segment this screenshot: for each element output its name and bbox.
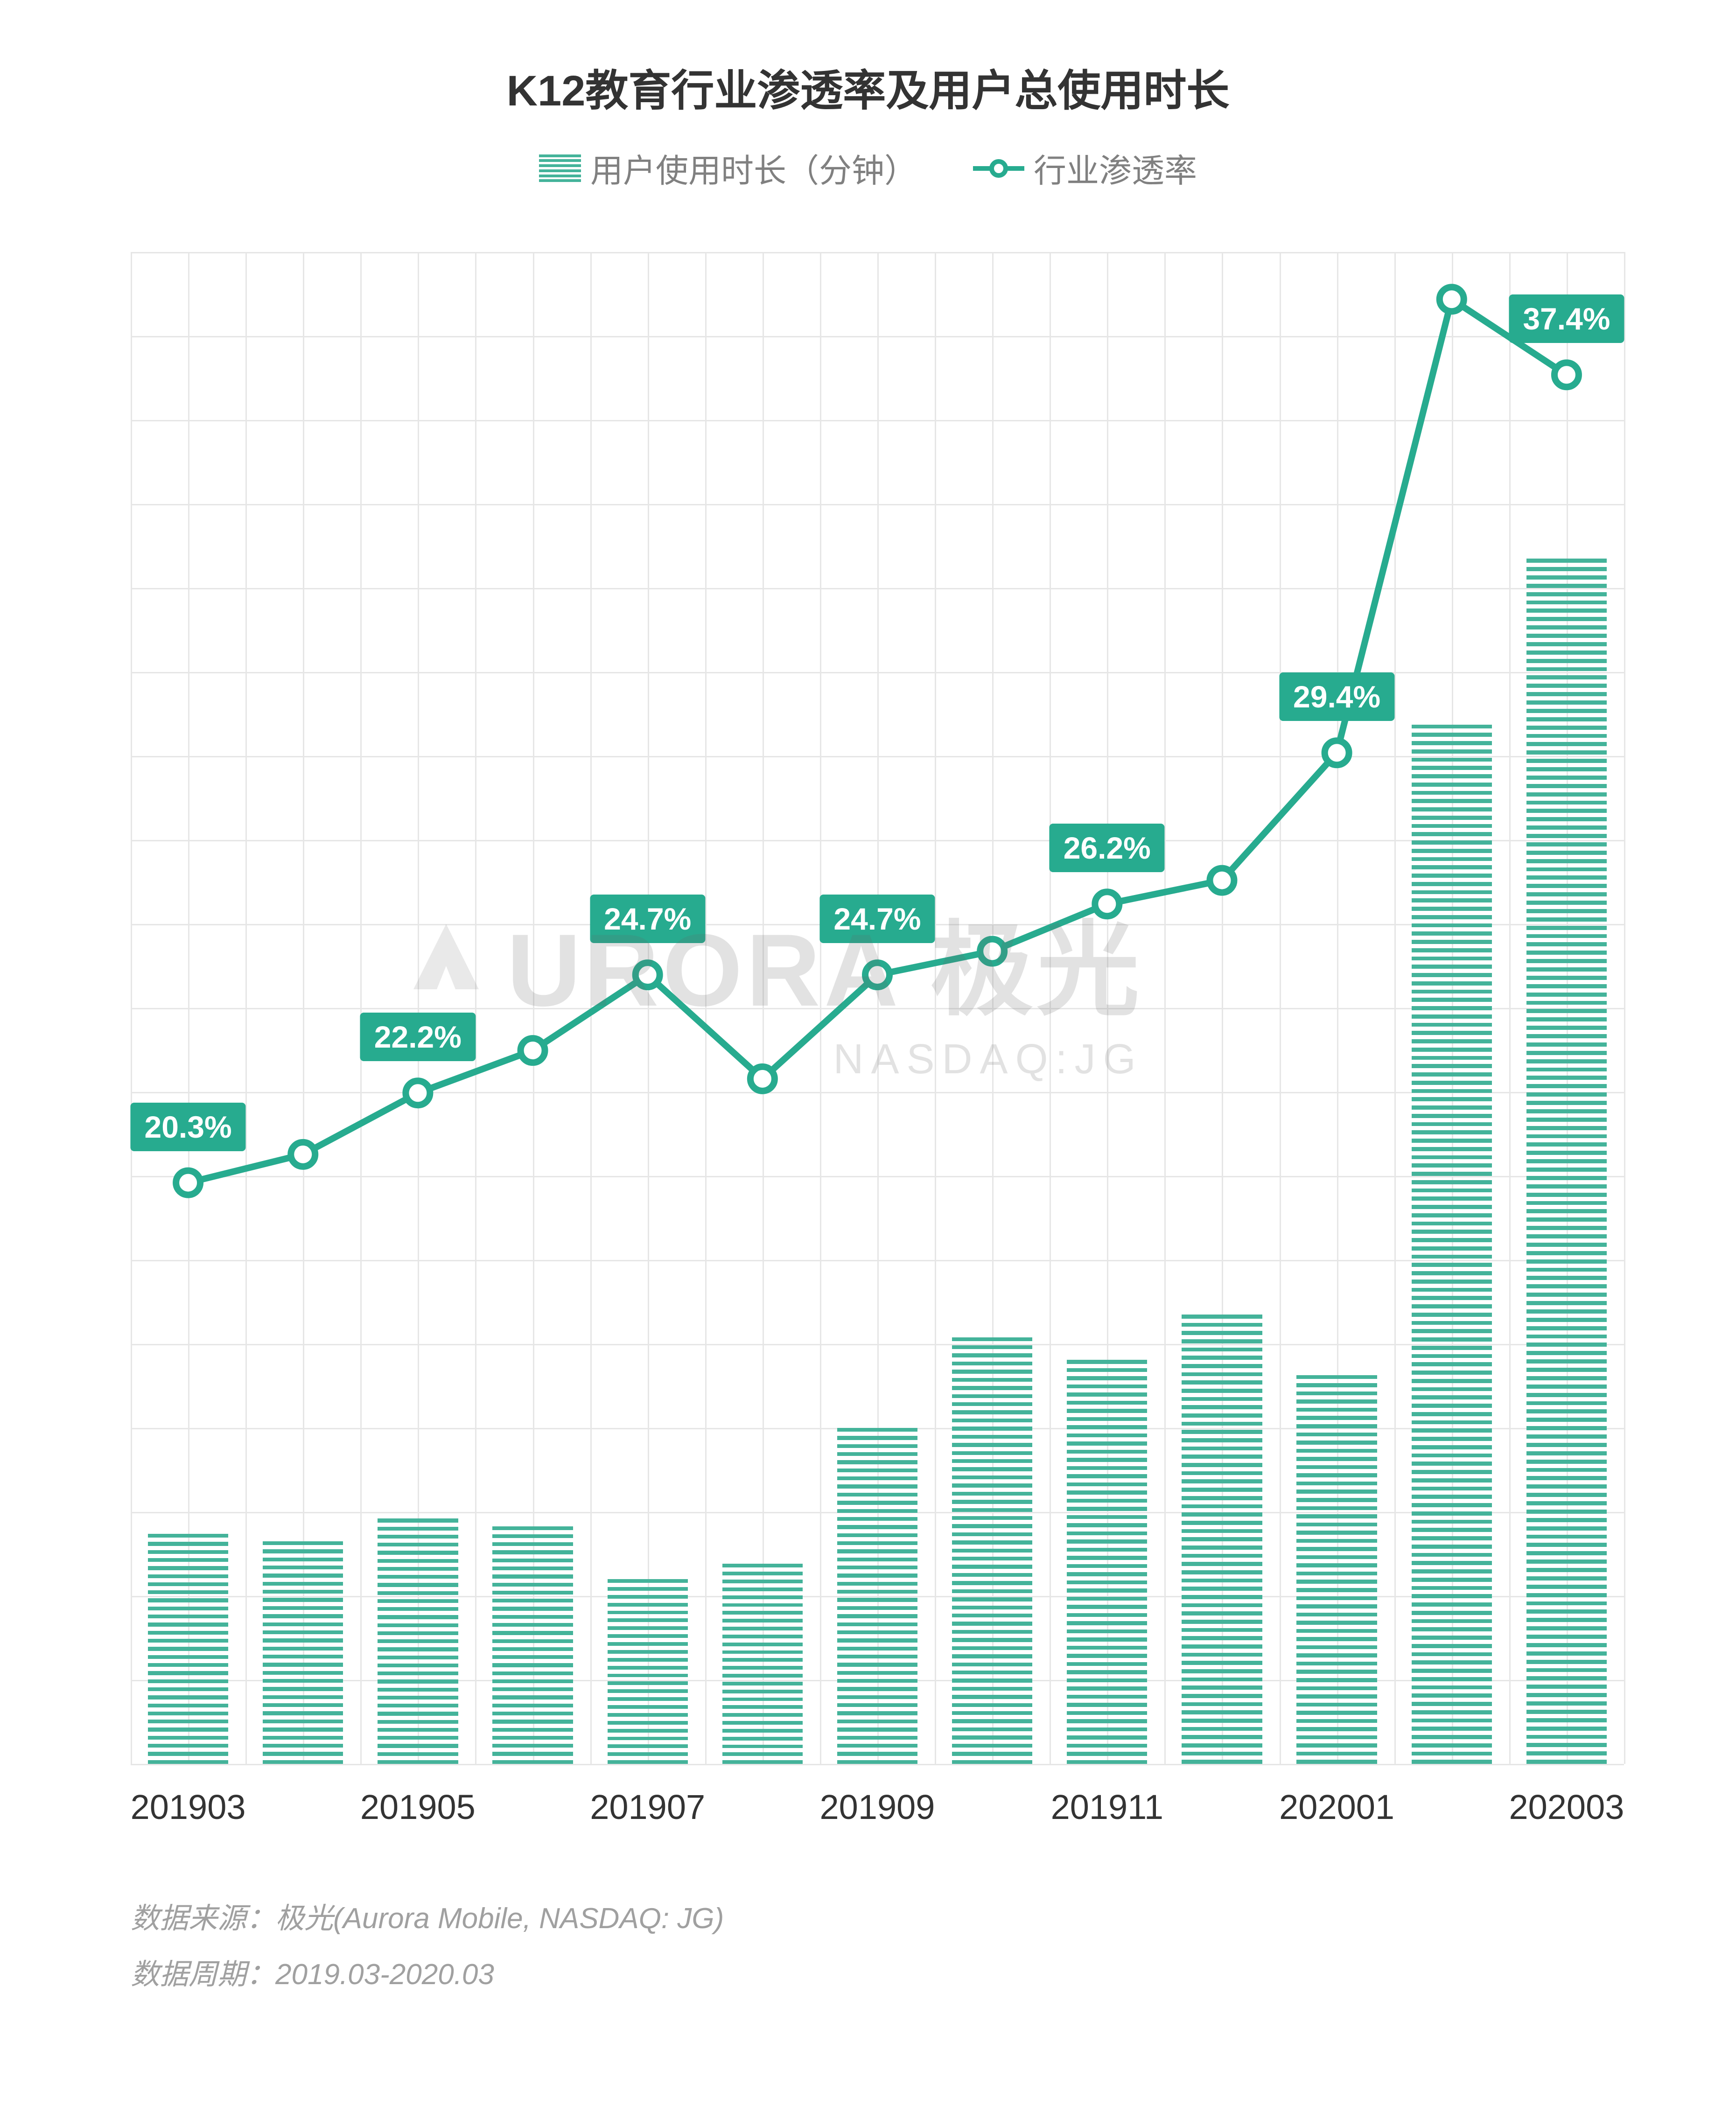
legend-line-label: 行业渗透率 <box>1034 145 1197 192</box>
grid-line-v <box>705 252 707 1764</box>
grid-line-v <box>648 252 649 1764</box>
x-axis-label: 201911 <box>1023 1787 1191 1827</box>
line-data-label: 24.7% <box>590 895 705 943</box>
line-data-label: 24.7% <box>819 895 935 943</box>
plot-area: 20.3% 22.2% 24.7% 24.7% 26.2% 29.4% 37.4% <box>131 252 1624 1764</box>
x-axis-label: 202001 <box>1253 1787 1421 1827</box>
grid-line-v <box>935 252 936 1764</box>
line-data-label: 26.2% <box>1050 824 1165 872</box>
x-axis-label: 201907 <box>564 1787 732 1827</box>
bar <box>1526 554 1607 1764</box>
chart-legend: 用户使用时长（分钟） 行业渗透率 <box>0 145 1736 192</box>
line-data-label: 22.2% <box>360 1013 476 1061</box>
legend-item-line: 行业渗透率 <box>973 145 1197 192</box>
bar <box>1296 1371 1377 1764</box>
bar <box>837 1424 917 1764</box>
grid-line-v <box>590 252 592 1764</box>
bar <box>722 1560 803 1764</box>
grid-line-h <box>131 1764 1624 1765</box>
source-line-2: 数据周期：2019.03-2020.03 <box>131 1951 494 1993</box>
bar <box>263 1537 343 1764</box>
grid-line-v <box>1509 252 1511 1764</box>
grid-line-v <box>763 252 764 1764</box>
grid-line-v <box>245 252 247 1764</box>
grid-line-v <box>1164 252 1166 1764</box>
grid-line-v <box>360 252 362 1764</box>
x-axis-label: 202003 <box>1483 1787 1651 1827</box>
bar <box>378 1514 458 1764</box>
bar <box>492 1522 573 1764</box>
line-data-label: 29.4% <box>1279 672 1394 721</box>
grid-line-v <box>820 252 821 1764</box>
source-label-1: 数据来源： <box>131 1902 275 1935</box>
line-data-label: 20.3% <box>130 1103 245 1151</box>
grid-line-v <box>1280 252 1281 1764</box>
source-value-1: 极光(Aurora Mobile, NASDAQ: JG) <box>275 1902 724 1935</box>
source-label-2: 数据周期： <box>131 1958 275 1991</box>
chart-title: K12教育行业渗透率及用户总使用时长 <box>0 56 1736 118</box>
bar <box>1182 1310 1262 1764</box>
bar <box>952 1333 1032 1764</box>
grid-line-v <box>1394 252 1396 1764</box>
legend-line-swatch <box>973 166 1024 171</box>
grid-line-v <box>1050 252 1051 1764</box>
grid-line-v <box>475 252 476 1764</box>
legend-bar-label: 用户使用时长（分钟） <box>590 145 917 192</box>
legend-bar-swatch <box>539 154 581 182</box>
bar <box>1412 720 1492 1764</box>
source-value-2: 2019.03-2020.03 <box>275 1958 494 1991</box>
bar <box>148 1530 228 1764</box>
grid-line-v <box>131 252 132 1764</box>
grid-line-v <box>1624 252 1625 1764</box>
x-axis-label: 201909 <box>793 1787 961 1827</box>
x-axis-label: 201905 <box>334 1787 502 1827</box>
line-data-label: 37.4% <box>1509 294 1624 343</box>
legend-item-bar: 用户使用时长（分钟） <box>539 145 917 192</box>
x-axis-label: 201903 <box>104 1787 272 1827</box>
source-line-1: 数据来源：极光(Aurora Mobile, NASDAQ: JG) <box>131 1895 724 1937</box>
bar <box>1067 1356 1147 1764</box>
bar <box>608 1575 688 1764</box>
